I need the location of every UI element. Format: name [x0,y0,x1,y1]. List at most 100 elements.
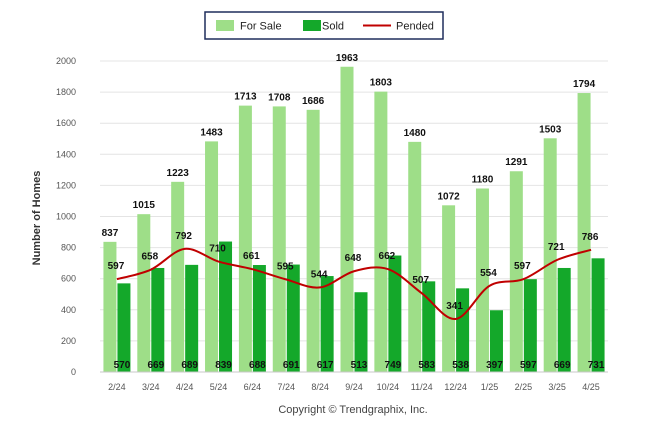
y-axis-label: Number of Homes [31,171,43,266]
data-label-sold: 583 [418,360,435,371]
bar-for-sale [238,105,252,372]
data-label-pended: 721 [548,242,565,253]
y-tick-label: 600 [61,274,76,284]
line-pended [116,247,592,320]
y-tick-label: 0 [71,367,76,377]
data-label-for-sale: 1963 [336,53,359,64]
data-label-sold: 691 [283,360,300,371]
x-tick-label: 2/24 [108,382,126,392]
bar-sold [219,241,233,372]
data-label-sold: 617 [317,360,334,371]
bar-sold [354,292,368,372]
bar-for-sale [577,93,591,373]
data-label-for-sale: 1291 [505,157,528,168]
bar-sold [286,264,300,372]
data-label-for-sale: 1794 [573,79,596,90]
bar-sold [523,279,537,372]
bar-for-sale [272,106,286,372]
copyright-text: Copyright © Trendgraphix, Inc. [278,404,427,416]
bar-sold [456,288,470,372]
data-label-for-sale: 1223 [167,168,190,179]
data-label-for-sale: 1686 [302,96,325,107]
y-tick-label: 1600 [56,118,76,128]
legend-label-for-sale: For Sale [240,21,282,33]
data-label-for-sale: 1072 [437,191,460,202]
x-tick-label: 6/24 [244,382,262,392]
data-label-pended: 792 [175,231,192,242]
data-label-sold: 538 [452,360,469,371]
data-label-pended: 554 [480,268,497,279]
data-label-for-sale: 837 [102,228,119,239]
y-tick-label: 1800 [56,87,76,97]
data-label-for-sale: 1708 [268,92,291,103]
data-label-sold: 731 [588,360,605,371]
bar-sold [117,283,131,372]
legend-label-pended: Pended [396,21,434,33]
legend-frame [204,11,444,40]
data-label-sold: 749 [385,360,402,371]
bar-for-sale [408,141,422,372]
x-tick-label: 2/25 [515,382,533,392]
data-label-pended: 662 [379,251,396,262]
x-tick-label: 9/24 [345,382,363,392]
y-tick-label: 400 [61,305,76,315]
bar-sold [388,255,402,372]
x-tick-label: 10/24 [377,382,400,392]
data-label-sold: 570 [114,360,131,371]
data-label-pended: 597 [108,261,125,272]
y-tick-label: 1200 [56,180,76,190]
x-tick-label: 7/24 [278,382,296,392]
data-label-sold: 839 [215,360,232,371]
legend-label-sold: Sold [322,21,344,33]
x-tick-label: 3/24 [142,382,160,392]
x-tick-label: 4/25 [582,382,600,392]
x-tick-label: 11/24 [411,382,433,392]
data-label-sold: 597 [520,360,537,371]
bar-for-sale [137,214,151,372]
bar-sold [252,265,266,372]
data-label-sold: 513 [351,360,368,371]
data-label-sold: 397 [486,360,503,371]
bar-for-sale [374,91,388,373]
data-label-for-sale: 1015 [133,200,156,211]
data-label-sold: 689 [181,360,198,371]
legend-swatch-for-sale [216,20,234,31]
legend: For Sale Sold Pended [204,11,444,40]
bar-for-sale [103,241,117,372]
data-label-sold: 669 [554,360,571,371]
data-label-for-sale: 1503 [539,124,562,135]
y-tick-label: 2000 [56,56,76,66]
data-label-pended: 661 [243,251,260,262]
x-tick-label: 3/25 [548,382,566,392]
x-tick-label: 5/24 [210,382,228,392]
data-label-pended: 507 [412,275,429,286]
x-tick-label: 12/24 [444,382,467,392]
bar-for-sale [340,66,354,372]
data-label-pended: 341 [446,301,463,312]
bar-sold [489,310,503,372]
data-label-for-sale: 1803 [370,78,393,89]
data-label-pended: 786 [582,232,599,243]
x-tick-label: 8/24 [311,382,329,392]
bar-sold [151,267,165,372]
bar-for-sale [442,205,456,372]
bar-for-sale [306,109,320,373]
data-label-for-sale: 1713 [234,92,257,103]
data-label-pended: 597 [514,261,531,272]
data-label-pended: 710 [209,244,226,255]
data-label-pended: 595 [277,261,294,272]
y-tick-label: 1400 [56,149,76,159]
data-label-pended: 648 [345,253,362,264]
y-tick-label: 1000 [56,212,76,222]
x-tick-label: 4/24 [176,382,194,392]
data-label-sold: 669 [147,360,164,371]
bar-sold [591,258,605,372]
x-tick-label: 1/25 [481,382,499,392]
data-label-pended: 658 [141,252,158,263]
data-label-sold: 688 [249,360,266,371]
bar-sold [185,264,199,372]
y-tick-label: 200 [61,336,76,346]
bar-for-sale [509,171,523,372]
legend-swatch-sold [303,20,321,31]
